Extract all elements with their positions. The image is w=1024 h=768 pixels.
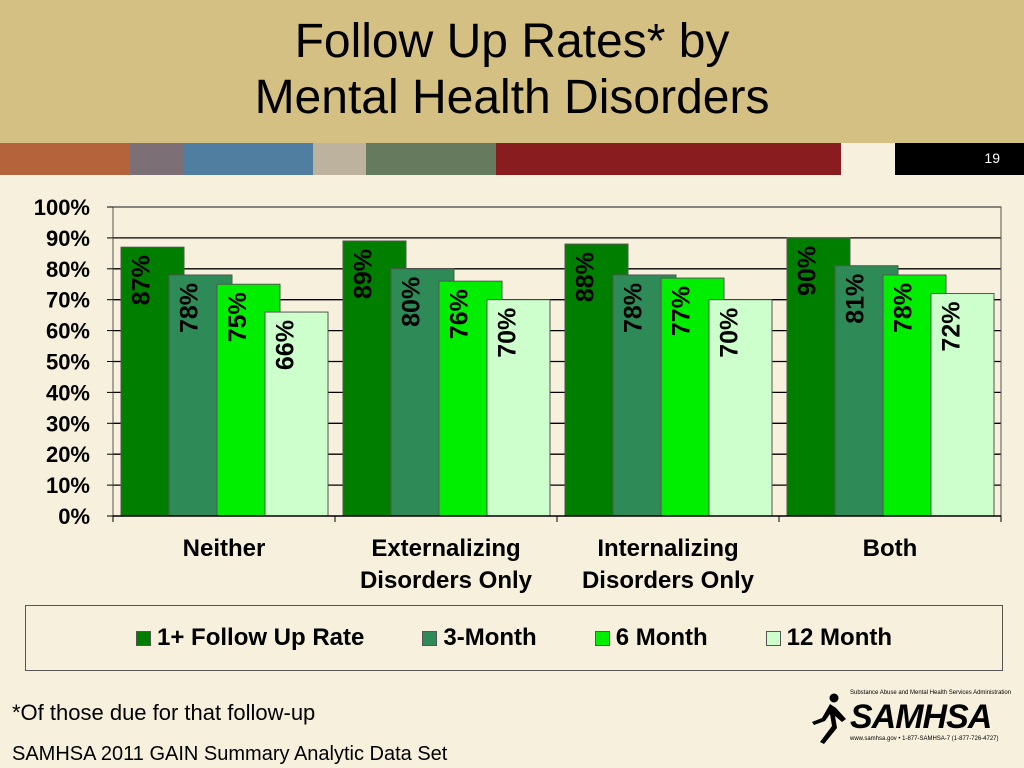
y-tick-label: 40% <box>46 380 90 405</box>
legend-swatch <box>422 630 438 646</box>
y-tick-label: 60% <box>46 319 90 344</box>
bar-data-labels: 87% 78% 75% 66% 89% 80% 76% 70% 88% 78% 77% 70% 90% 8… <box>128 246 966 370</box>
samhsa-logo: Substance Abuse and Mental Health Servic… <box>808 688 1011 748</box>
x-category-label: Disorders Only <box>582 567 755 594</box>
stripe-segment <box>130 143 183 175</box>
bar-data-label: 70% <box>716 308 744 358</box>
legend-label: 1+ Follow Up Rate <box>157 624 365 651</box>
stripe-segment <box>313 143 366 175</box>
legend-swatch <box>765 630 781 646</box>
x-category-label: Externalizing <box>371 535 520 562</box>
bar-data-label: 77% <box>668 286 696 336</box>
bar-data-label: 90% <box>794 246 822 296</box>
bar-data-label: 78% <box>620 283 648 333</box>
chart-bars <box>120 237 995 517</box>
y-tick-label: 70% <box>46 288 90 313</box>
stripe-segment <box>0 143 130 175</box>
y-tick-label: 20% <box>46 442 90 467</box>
stripe-segment <box>496 143 841 175</box>
slide-number: 19 <box>895 143 1024 175</box>
legend-label: 12 Month <box>786 624 892 651</box>
y-tick-label: 30% <box>46 411 90 436</box>
x-category-label: Internalizing <box>597 535 738 562</box>
logo-wordmark: SAMHSA <box>850 698 992 736</box>
bar-data-label: 88% <box>572 252 600 302</box>
x-category-label: Disorders Only <box>360 567 533 594</box>
slide-title: Follow Up Rates* by Mental Health Disord… <box>0 14 1024 126</box>
legend-item: 6 Month <box>594 624 708 652</box>
legend-label: 3-Month <box>443 624 537 651</box>
running-figure-icon <box>812 693 846 744</box>
legend-label: 6 Month <box>615 624 708 651</box>
y-tick-label: 100% <box>34 195 90 220</box>
title-banner: Follow Up Rates* by Mental Health Disord… <box>0 0 1024 143</box>
y-tick-label: 0% <box>58 504 90 529</box>
legend-swatch <box>594 630 610 646</box>
bar <box>486 299 551 517</box>
legend-item: 1+ Follow Up Rate <box>136 624 364 652</box>
bar <box>930 293 995 517</box>
bar-data-label: 78% <box>890 283 918 333</box>
logo-contact: www.samhsa.gov • 1-877-SAMHSA-7 (1-877-7… <box>850 736 999 742</box>
legend-item: 12 Month <box>765 624 892 652</box>
y-tick-label: 80% <box>46 257 90 282</box>
legend-swatch <box>136 630 151 646</box>
bar-data-label: 66% <box>272 320 300 370</box>
logo-tagline: Substance Abuse and Mental Health Servic… <box>850 690 1012 696</box>
bar-data-label: 87% <box>128 255 156 305</box>
chart-axes <box>107 206 1002 522</box>
stripe-segment <box>183 143 313 175</box>
stripe-segment <box>366 143 496 175</box>
bar-data-label: 76% <box>446 289 474 339</box>
x-category-label: Both <box>863 535 918 562</box>
slide-title-line-2: Mental Health Disorders <box>254 71 770 124</box>
bar-data-label: 70% <box>494 308 522 358</box>
y-tick-label: 50% <box>46 350 90 375</box>
x-axis-category-labels: Neither Externalizing Disorders Only Intern… <box>183 535 918 594</box>
x-category-label: Neither <box>183 535 266 562</box>
bar-chart: 0% 10% 20% 30% 40% 50% 60% 70% 80% 90% 100% Neithe… <box>34 195 1002 594</box>
bar-data-label: 72% <box>938 302 966 352</box>
bar-data-label: 78% <box>176 283 204 333</box>
y-axis-tick-labels: 0% 10% 20% 30% 40% 50% 60% 70% 80% 90% 100% <box>34 195 90 529</box>
footnote: *Of those due for that follow-up <box>12 700 316 725</box>
legend-item: 3-Month <box>422 624 537 652</box>
slide-title-line-1: Follow Up Rates* by <box>294 15 730 68</box>
y-tick-label: 90% <box>46 226 90 251</box>
bar-data-label: 81% <box>842 274 870 324</box>
color-stripe <box>0 143 1024 175</box>
bar-data-label: 75% <box>224 292 252 342</box>
bar-data-label: 89% <box>350 249 378 299</box>
bar <box>264 311 329 517</box>
bar-data-label: 80% <box>398 277 426 327</box>
y-tick-label: 10% <box>46 473 90 498</box>
chart-legend: 1+ Follow Up Rate 3-Month 6 Month 12 Month <box>25 605 1003 671</box>
source-note: SAMHSA 2011 GAIN Summary Analytic Data S… <box>12 743 448 765</box>
bar <box>708 299 773 517</box>
